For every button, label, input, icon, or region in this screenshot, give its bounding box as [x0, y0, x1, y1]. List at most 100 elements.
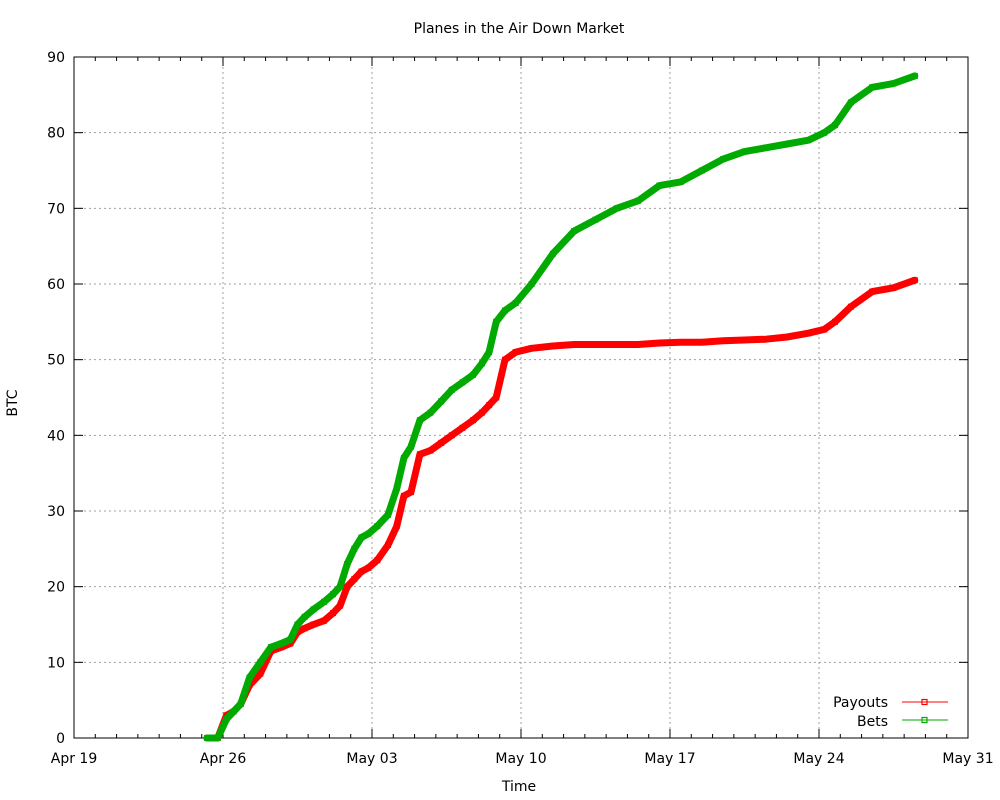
- x-axis-label: Time: [501, 779, 536, 795]
- axis-ticks: 0 10 20 30 40 50 60 70 80 90 Apr 19 Apr 26 May 03 May…: [47, 50, 993, 767]
- data-point-bets: [214, 735, 221, 741]
- data-point-payouts: [321, 617, 328, 624]
- data-point-payouts: [257, 670, 264, 677]
- data-point-payouts: [351, 576, 358, 583]
- grid: [74, 57, 968, 738]
- data-point-bets: [393, 485, 400, 492]
- data-point-bets: [400, 455, 407, 461]
- data-point-bets: [351, 545, 358, 552]
- data-point-payouts: [427, 447, 434, 454]
- data-point-bets: [448, 386, 455, 393]
- data-point-bets: [358, 534, 365, 541]
- data-point-bets: [479, 360, 485, 367]
- data-point-bets: [677, 178, 684, 185]
- data-point-payouts: [592, 341, 599, 348]
- data-point-bets: [230, 708, 237, 715]
- data-point-bets: [571, 228, 578, 234]
- data-point-bets: [438, 398, 445, 405]
- data-point-payouts: [677, 339, 684, 346]
- data-point-payouts: [358, 568, 365, 575]
- data-point-payouts: [365, 564, 372, 571]
- data-point-payouts: [805, 330, 812, 337]
- data-point-bets: [512, 299, 519, 306]
- x-tick-label: Apr 26: [200, 751, 247, 767]
- data-point-payouts: [416, 451, 423, 458]
- data-point-payouts: [344, 583, 351, 590]
- data-point-payouts: [486, 402, 493, 409]
- data-point-bets: [741, 148, 748, 155]
- data-point-payouts: [613, 341, 620, 348]
- data-point-payouts: [301, 625, 308, 632]
- data-point-bets: [821, 129, 828, 136]
- data-point-payouts: [479, 409, 485, 416]
- y-tick-label: 70: [47, 201, 65, 217]
- legend: Payouts Bets: [833, 695, 948, 730]
- x-tick-label: May 10: [495, 751, 546, 767]
- data-point-bets: [408, 443, 414, 450]
- data-point-bets: [204, 735, 210, 741]
- data-point-payouts: [330, 610, 336, 617]
- data-point-payouts: [493, 394, 500, 401]
- data-point-bets: [635, 197, 642, 204]
- y-axis-label: BTC: [5, 389, 21, 416]
- data-point-bets: [470, 371, 477, 378]
- chart-title: Planes in the Air Down Market: [414, 21, 625, 37]
- x-tick-label: Apr 19: [51, 751, 97, 767]
- y-tick-label: 10: [47, 655, 65, 671]
- data-point-bets: [502, 307, 508, 314]
- y-tick-label: 80: [47, 126, 65, 142]
- data-point-bets: [294, 621, 301, 628]
- legend-label-payouts: Payouts: [833, 695, 888, 711]
- data-point-bets: [847, 99, 854, 106]
- data-point-bets: [869, 84, 876, 91]
- data-point-bets: [613, 205, 620, 212]
- data-point-payouts: [459, 424, 466, 431]
- data-point-payouts: [470, 417, 477, 424]
- data-point-bets: [330, 591, 336, 598]
- series-line-bets: [203, 72, 919, 742]
- data-point-bets: [528, 281, 535, 287]
- data-point-bets: [257, 659, 264, 666]
- data-point-payouts: [698, 339, 705, 346]
- data-point-bets: [805, 137, 812, 144]
- data-point-payouts: [502, 356, 508, 363]
- y-tick-label: 40: [47, 428, 65, 444]
- y-tick-label: 50: [47, 353, 65, 369]
- data-point-bets: [310, 606, 317, 613]
- data-point-payouts: [890, 284, 897, 291]
- data-point-payouts: [832, 318, 838, 325]
- data-point-bets: [890, 80, 897, 87]
- data-point-bets: [656, 182, 663, 189]
- legend-label-bets: Bets: [857, 714, 888, 730]
- data-point-payouts: [512, 349, 519, 356]
- data-point-payouts: [656, 340, 663, 346]
- data-point-bets: [278, 640, 285, 647]
- x-tick-label: May 17: [644, 751, 695, 767]
- data-point-payouts: [408, 489, 414, 496]
- data-point-bets: [337, 583, 344, 590]
- data-point-bets: [287, 636, 294, 643]
- data-point-bets: [365, 530, 372, 537]
- data-point-payouts: [720, 337, 727, 344]
- data-point-bets: [344, 561, 351, 567]
- data-point-bets: [486, 349, 493, 356]
- data-point-payouts: [400, 492, 407, 499]
- data-point-bets: [374, 523, 381, 530]
- data-point-payouts: [784, 334, 791, 340]
- data-point-bets: [762, 144, 769, 151]
- data-point-bets: [427, 409, 434, 416]
- data-point-payouts: [571, 341, 578, 348]
- data-point-bets: [246, 674, 253, 681]
- data-point-payouts: [635, 341, 642, 348]
- data-point-bets: [385, 511, 391, 518]
- data-point-bets: [493, 318, 500, 325]
- data-point-bets: [698, 167, 705, 174]
- data-point-bets: [784, 141, 791, 147]
- data-point-payouts: [528, 345, 535, 352]
- series-line-payouts: [203, 276, 919, 742]
- y-tick-label: 90: [47, 50, 65, 66]
- data-point-payouts: [393, 523, 400, 530]
- data-point-payouts: [847, 303, 854, 310]
- data-point-bets: [911, 72, 918, 79]
